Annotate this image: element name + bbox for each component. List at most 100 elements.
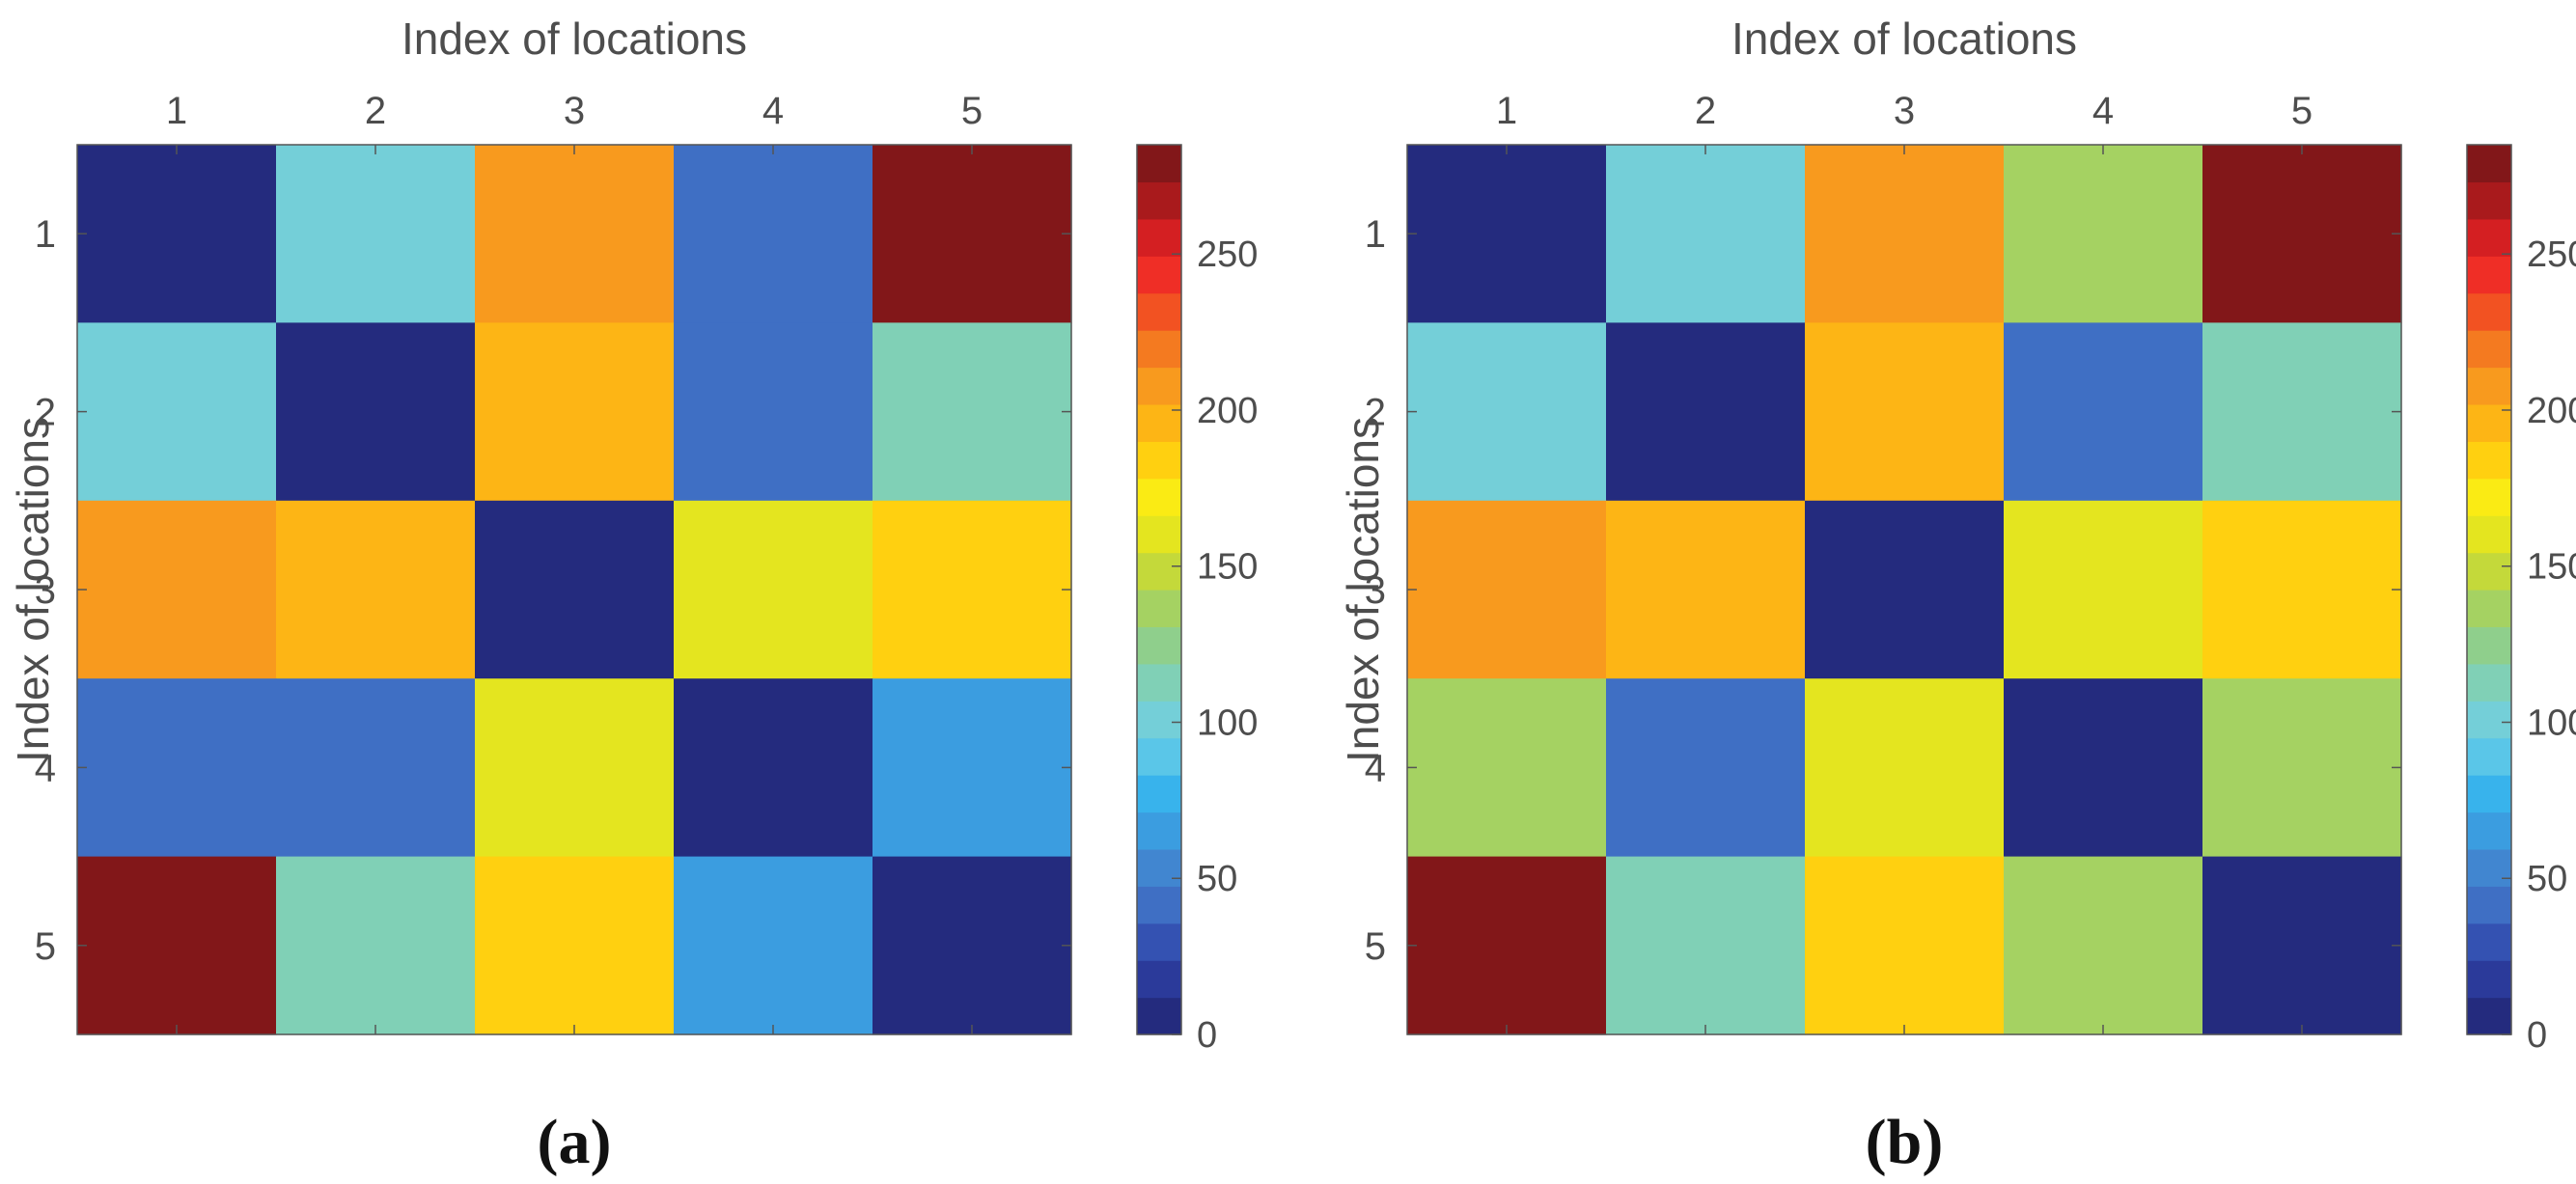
colorbar-segment bbox=[2467, 181, 2511, 220]
colorbar-segment bbox=[1137, 441, 1181, 480]
colorbar-segment bbox=[1137, 886, 1181, 924]
colorbar-tick-label: 250 bbox=[1197, 234, 1258, 275]
colorbar-segment bbox=[1137, 737, 1181, 776]
colorbar-segment bbox=[1137, 515, 1181, 554]
y-tick-label: 4 bbox=[1365, 747, 1386, 789]
x-tick-label: 4 bbox=[762, 90, 784, 132]
colorbar-segment bbox=[2467, 552, 2511, 591]
x-tick-label: 5 bbox=[2291, 90, 2313, 132]
colorbar-tick-label: 100 bbox=[2527, 702, 2576, 743]
colorbar-segment bbox=[1137, 181, 1181, 220]
heatmap-cell-r5-c5 bbox=[2202, 856, 2402, 1035]
colorbar-segment bbox=[1137, 626, 1181, 665]
colorbar-segment bbox=[1137, 478, 1181, 516]
x-tick-label: 1 bbox=[1496, 90, 1517, 132]
heatmap-cell-r5-c4 bbox=[2004, 856, 2203, 1035]
colorbar-segment bbox=[1137, 256, 1181, 294]
colorbar-segment bbox=[2467, 256, 2511, 294]
heatmap-cell-r5-c5 bbox=[873, 856, 1072, 1035]
colorbar-segment bbox=[2467, 922, 2511, 961]
heatmap-cell-r3-c3 bbox=[1805, 500, 2005, 679]
heatmap-panel-a: 1 2 3 4 5 1 2 3 4 5 Index of locations Index of loc… bbox=[8, 14, 1258, 1177]
colorbar-tick-label: 100 bbox=[1197, 702, 1258, 743]
colorbar-segment bbox=[2467, 848, 2511, 887]
y-tick-label: 5 bbox=[35, 925, 56, 968]
heatmap-cell-r4-c4 bbox=[674, 678, 873, 858]
colorbar: 0 50 100 150 200 250 bbox=[1136, 144, 1258, 1056]
colorbar-tick-label: 0 bbox=[1197, 1015, 1217, 1056]
heatmap-cell-r2-c4 bbox=[674, 322, 873, 502]
heatmap-cell-r5-c2 bbox=[276, 856, 476, 1035]
colorbar-segment bbox=[2467, 590, 2511, 628]
y-tick-label: 4 bbox=[35, 747, 56, 789]
colorbar-segment bbox=[2467, 145, 2511, 183]
colorbar-segment bbox=[1137, 775, 1181, 813]
colorbar-segment bbox=[1137, 701, 1181, 739]
x-tick-label: 3 bbox=[564, 90, 585, 132]
heatmap-cell-r3-c5 bbox=[873, 500, 1072, 679]
x-axis-title: Index of locations bbox=[402, 14, 747, 64]
x-tick-label: 5 bbox=[961, 90, 983, 132]
colorbar-tick-label: 150 bbox=[2527, 547, 2576, 588]
panel-label: (b) bbox=[1866, 1107, 1944, 1177]
heatmap-cell-r1-c3 bbox=[1805, 145, 2005, 323]
heatmap-cell-r1-c2 bbox=[1606, 145, 1806, 323]
colorbar-segment bbox=[2467, 218, 2511, 257]
heatmap-cell-r2-c2 bbox=[1606, 322, 1806, 502]
colorbar-tick-label: 200 bbox=[1197, 391, 1258, 431]
heatmap-cell-r3-c1 bbox=[77, 500, 277, 679]
panel-label: (a) bbox=[538, 1107, 612, 1177]
y-tick-label: 5 bbox=[1365, 925, 1386, 968]
heatmap-cell-r4-c4 bbox=[2004, 678, 2203, 858]
heatmap-cell-r4-c5 bbox=[2202, 678, 2402, 858]
y-tick-label: 1 bbox=[1365, 213, 1386, 256]
heatmap-cell-r1-c4 bbox=[674, 145, 873, 323]
colorbar-segment bbox=[1137, 922, 1181, 961]
colorbar-segment bbox=[2467, 478, 2511, 516]
heatmap-cell-r2-c1 bbox=[77, 322, 277, 502]
heatmap-cell-r1-c4 bbox=[2004, 145, 2203, 323]
heatmap-cell-r3-c2 bbox=[276, 500, 476, 679]
colorbar-frame bbox=[2466, 144, 2512, 1035]
colorbar-segment bbox=[2467, 997, 2511, 1035]
x-axis-title: Index of locations bbox=[1731, 14, 2077, 64]
x-tick-label: 2 bbox=[1695, 90, 1716, 132]
heatmap-cell-r1-c5 bbox=[873, 145, 1072, 323]
heatmap-cell-r2-c2 bbox=[276, 322, 476, 502]
colorbar-segment bbox=[2467, 626, 2511, 665]
heatmap-cell-r5-c1 bbox=[1407, 856, 1607, 1035]
heatmap-cell-r5-c4 bbox=[674, 856, 873, 1035]
colorbar-segment bbox=[1137, 848, 1181, 887]
colorbar: 0 50 100 150 200 250 bbox=[2466, 144, 2576, 1056]
heatmap-cell-r3-c2 bbox=[1606, 500, 1806, 679]
colorbar-tick-label: 200 bbox=[2527, 391, 2576, 431]
heatmap-cell-r1-c5 bbox=[2202, 145, 2402, 323]
y-tick-label: 3 bbox=[35, 569, 56, 612]
heatmap-cell-r3-c4 bbox=[2004, 500, 2203, 679]
colorbar-segment bbox=[1137, 330, 1181, 369]
x-tick-label: 1 bbox=[166, 90, 187, 132]
heatmap-cell-r4-c2 bbox=[1606, 678, 1806, 858]
x-tick-label: 3 bbox=[1894, 90, 1915, 132]
colorbar-segment bbox=[2467, 960, 2511, 999]
heatmap-cell-r2-c4 bbox=[2004, 322, 2203, 502]
colorbar-tick-label: 50 bbox=[2527, 859, 2567, 899]
heatmap-cell-r4-c2 bbox=[276, 678, 476, 858]
colorbar-segment bbox=[1137, 367, 1181, 405]
heatmap-cell-r4-c1 bbox=[77, 678, 277, 858]
heatmap-cell-r2-c1 bbox=[1407, 322, 1607, 502]
y-tick-label: 2 bbox=[1365, 392, 1386, 434]
x-tick-label: 2 bbox=[365, 90, 386, 132]
colorbar-segment bbox=[1137, 812, 1181, 850]
heatmap-cell-r5-c1 bbox=[77, 856, 277, 1035]
heatmap-cell-r3-c4 bbox=[674, 500, 873, 679]
colorbar-segment bbox=[1137, 590, 1181, 628]
heatmap-cell-r5-c2 bbox=[1606, 856, 1806, 1035]
colorbar-segment bbox=[2467, 663, 2511, 702]
heatmap-cell-r5-c3 bbox=[1805, 856, 2005, 1035]
colorbar-tick-label: 250 bbox=[2527, 234, 2576, 275]
heatmap-cell-r3-c3 bbox=[475, 500, 675, 679]
colorbar-segment bbox=[1137, 145, 1181, 183]
colorbar-segment bbox=[1137, 218, 1181, 257]
colorbar-segment bbox=[2467, 515, 2511, 554]
